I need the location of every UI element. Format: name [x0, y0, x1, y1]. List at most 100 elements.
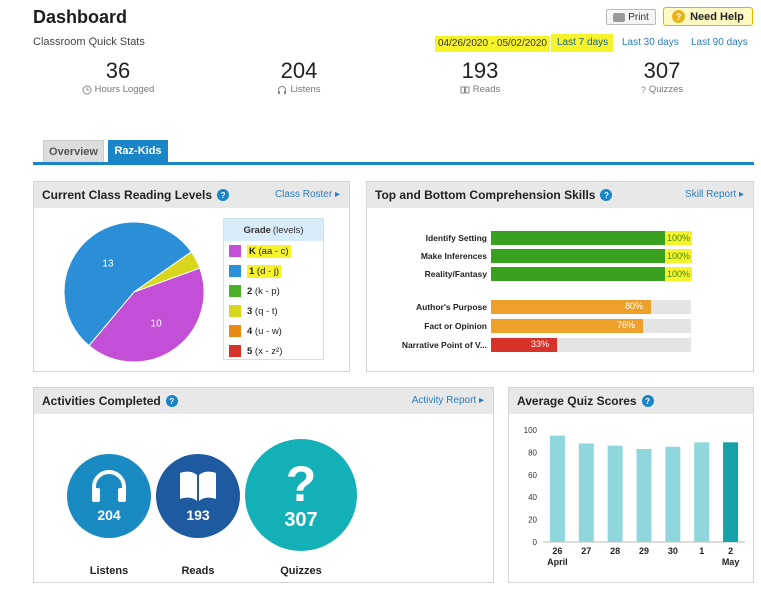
skill-report-link[interactable]: Skill Report ▸ — [685, 189, 744, 200]
skill-bar-track[interactable]: 33% — [491, 338, 691, 352]
quiz-bar[interactable] — [549, 435, 565, 542]
legend-grade: 5 — [247, 345, 253, 357]
info-icon[interactable]: ? — [600, 189, 613, 201]
x-tick-label: 1 — [699, 546, 704, 556]
headphones-icon — [92, 470, 126, 502]
skill-bar-track[interactable]: 80% — [491, 300, 691, 314]
skill-bar-fill — [491, 319, 643, 333]
quiz-bar[interactable] — [578, 443, 594, 542]
activity-report-link[interactable]: Activity Report ▸ — [412, 395, 484, 406]
panel-title: Average Quiz Scores — [517, 394, 637, 408]
legend-range: (aa - c) — [255, 245, 289, 257]
quiz-bar[interactable] — [665, 446, 681, 542]
stat-label-wrap: Hours Logged — [58, 84, 178, 95]
panel-title-wrap: Activities Completed ? — [42, 394, 178, 408]
legend-grade: 3 — [247, 305, 253, 317]
question-icon: ? — [285, 455, 317, 512]
quiz-bar[interactable] — [636, 449, 652, 542]
chevron-right-icon: ▸ — [478, 395, 484, 406]
date-range: 04/26/2020 - 05/02/2020 — [435, 36, 550, 52]
comprehension-skills-panel: Top and Bottom Comprehension Skills ? Sk… — [366, 181, 754, 372]
stat-value: 193 — [461, 58, 499, 83]
y-tick-label: 0 — [533, 538, 538, 547]
chevron-right-icon: ▸ — [738, 189, 744, 200]
skill-bar-track[interactable]: 100% — [491, 249, 693, 263]
activity-value: 307 — [284, 508, 318, 531]
skill-percent: 76% — [617, 320, 636, 330]
tab-underline — [33, 162, 754, 165]
tab-raz-kids[interactable]: Raz-Kids — [108, 140, 168, 162]
legend-grade: 2 — [247, 285, 253, 297]
class-roster-link[interactable]: Class Roster ▸ — [275, 189, 340, 200]
stat-value: 307 — [643, 58, 681, 83]
panel-title: Current Class Reading Levels — [42, 188, 213, 202]
print-label: Print — [628, 11, 649, 23]
x-tick-label: 28 — [610, 546, 620, 556]
info-icon[interactable]: ? — [217, 189, 230, 201]
need-help-button[interactable]: ? Need Help — [663, 7, 753, 26]
x-tick-label: 2 — [728, 546, 733, 556]
link-label: Activity Report — [411, 395, 477, 406]
activity-label: Reads — [181, 565, 215, 577]
info-icon[interactable]: ? — [165, 395, 178, 407]
skill-label: Reality/Fantasy — [424, 269, 487, 279]
legend-swatch — [229, 325, 241, 337]
skill-bar-fill — [491, 231, 691, 245]
stat-label-wrap: ? Quizzes — [602, 84, 722, 95]
legend-swatch — [229, 285, 241, 297]
pie-slice[interactable] — [88, 267, 205, 363]
legend-text: 3 (q - t) — [247, 306, 278, 317]
quiz-bar[interactable] — [723, 442, 739, 542]
tab-overview[interactable]: Overview — [43, 140, 104, 162]
quiz-bar[interactable] — [694, 442, 710, 542]
range-last-90-days[interactable]: Last 90 days — [691, 37, 748, 48]
skill-bar-track[interactable]: 100% — [491, 267, 693, 281]
reading-levels-pie: 10 13 — [63, 221, 205, 363]
range-last-7-days[interactable]: Last 7 days — [551, 34, 614, 52]
legend-header: Grade (levels) — [224, 219, 323, 241]
x-tick-label: 27 — [581, 546, 591, 556]
skill-bar-track[interactable]: 76% — [491, 319, 691, 333]
chevron-right-icon: ▸ — [334, 189, 340, 200]
range-last-30-days[interactable]: Last 30 days — [622, 37, 679, 48]
panel-header: Average Quiz Scores ? — [509, 388, 753, 414]
help-icon: ? — [672, 10, 686, 23]
skill-label: Narrative Point of V... — [401, 340, 487, 350]
y-tick-label: 100 — [524, 426, 538, 435]
panel-header: Top and Bottom Comprehension Skills ? — [367, 182, 753, 208]
panel-title: Top and Bottom Comprehension Skills — [375, 188, 596, 202]
skill-bar-track[interactable]: 100% — [491, 231, 693, 245]
legend-grade: K — [249, 245, 256, 257]
quiz-bar[interactable] — [607, 445, 623, 542]
legend-text: 2 (k - p) — [247, 286, 280, 297]
legend-item: 5 (x - z²) — [224, 341, 323, 361]
legend-swatch — [229, 245, 241, 257]
legend-range: (x - z²) — [252, 345, 283, 357]
legend-text: 4 (u - w) — [247, 326, 282, 337]
info-icon[interactable]: ? — [641, 395, 654, 407]
pie-slice[interactable] — [63, 221, 193, 347]
print-button[interactable]: Print — [606, 9, 656, 25]
panel-header: Current Class Reading Levels ? — [34, 182, 349, 208]
pie-slice[interactable] — [133, 251, 201, 293]
stat-label-wrap: Reads — [420, 84, 540, 95]
skill-percent: 100% — [665, 249, 693, 263]
month-label: April — [547, 557, 568, 567]
activities-panel: Activities Completed ? Activity Report ▸… — [33, 387, 494, 583]
page-title: Dashboard — [33, 7, 128, 27]
panel-title-wrap: Top and Bottom Comprehension Skills ? — [375, 188, 613, 202]
question-icon: ? — [640, 84, 646, 95]
headphones-icon — [278, 85, 287, 94]
legend-range: (u - w) — [252, 325, 282, 337]
pie-slice-label: 13 — [102, 259, 114, 270]
x-tick-label: 26 — [552, 546, 562, 556]
y-tick-label: 40 — [528, 493, 537, 502]
skill-percent: 100% — [665, 267, 693, 281]
skill-bar-fill — [491, 300, 651, 314]
stat-quizzes: 307 ? Quizzes — [602, 58, 722, 95]
quiz-scores-panel: Average Quiz Scores ? 0 20 40 60 80 100 26 27 28… — [508, 387, 754, 583]
link-label: Class Roster — [274, 189, 333, 200]
activity-value: 193 — [186, 507, 210, 523]
activity-label: Quizzes — [280, 565, 322, 577]
skill-bar-fill — [491, 249, 691, 263]
